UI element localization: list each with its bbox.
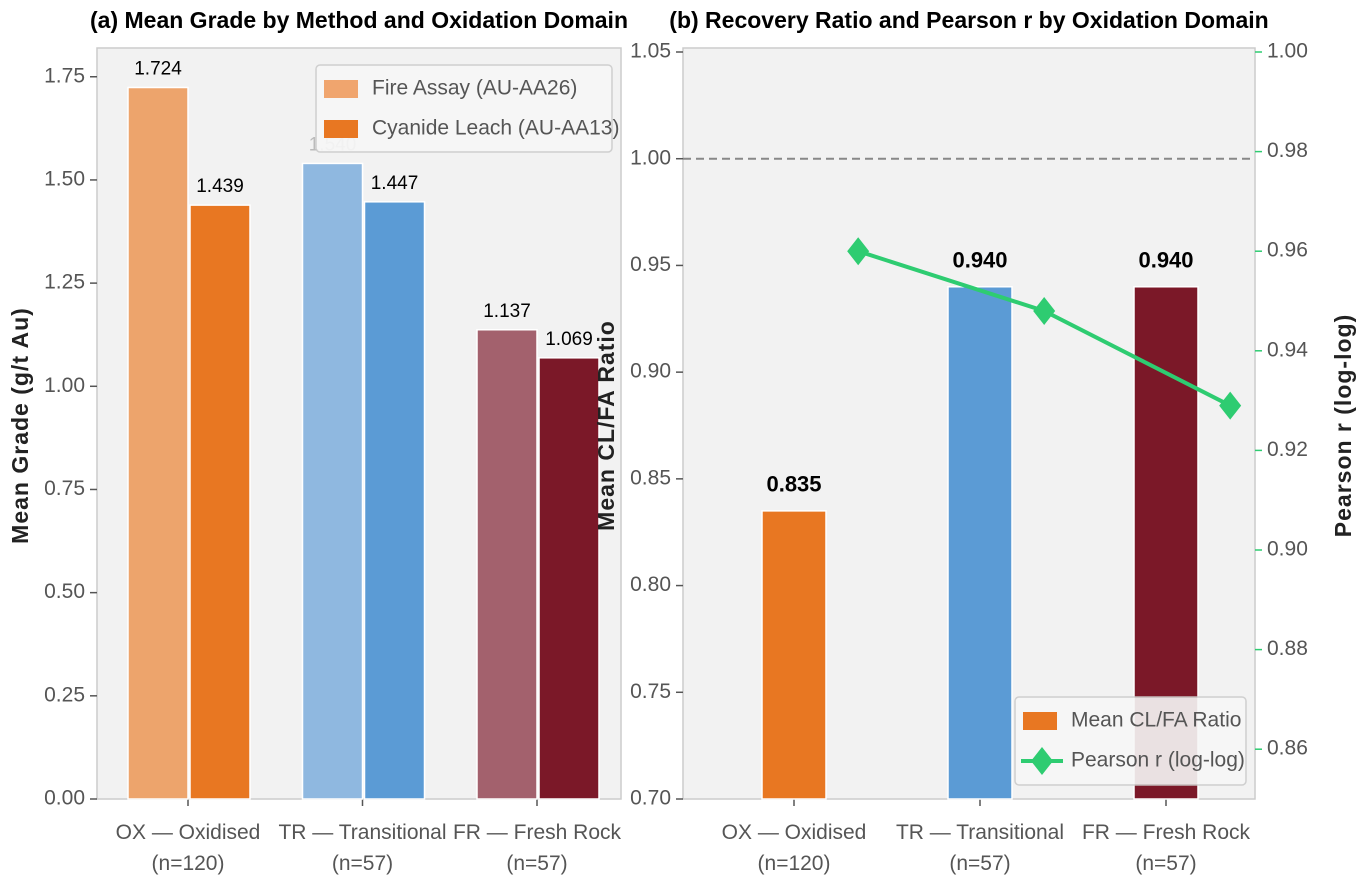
bar <box>127 86 189 800</box>
value-label: 1.724 <box>134 59 182 80</box>
y-tick-label: 0.00 <box>44 787 85 810</box>
y-axis-label: Mean CL/FA Ratio <box>593 320 619 531</box>
legend-label: Pearson r (log-log) <box>1071 749 1245 772</box>
value-label: 1.447 <box>371 173 419 194</box>
y2-tick-label: 0.90 <box>1267 538 1308 561</box>
marker <box>847 237 870 266</box>
chart-title: (b) Recovery Ratio and Pearson r by Oxid… <box>669 7 1268 33</box>
y-tick-label: 0.95 <box>630 253 671 276</box>
bar <box>538 357 600 800</box>
x-tick-label: FR — Fresh Rock (n=57) <box>453 821 622 875</box>
x-tick-label: OX — Oxidised (n=120) <box>722 821 867 875</box>
value-label: 0.940 <box>952 248 1007 273</box>
y2-tick-label: 1.00 <box>1267 40 1308 63</box>
x-tick-label: TR — Transitional (n=57) <box>278 821 446 875</box>
x-tick-label: TR — Transitional (n=57) <box>896 821 1064 875</box>
y2-tick-label: 0.96 <box>1267 239 1308 262</box>
y2-tick-label: 0.88 <box>1267 637 1308 660</box>
marker <box>1219 391 1242 420</box>
y-tick-label: 1.75 <box>44 64 85 87</box>
legend-box <box>315 64 613 153</box>
y2-tick-label: 0.86 <box>1267 737 1308 760</box>
marker <box>1033 296 1056 325</box>
y-tick-label: 1.00 <box>44 374 85 397</box>
y2-axis-label: Pearson r (log-log) <box>1330 314 1356 537</box>
bar <box>363 201 426 800</box>
legend-swatch <box>324 120 358 138</box>
y-tick-label: 1.25 <box>44 271 85 294</box>
y2-tick-label: 0.98 <box>1267 139 1308 162</box>
value-label: 0.835 <box>766 472 821 497</box>
y-tick-label: 1.05 <box>630 40 671 63</box>
y-tick-label: 0.25 <box>44 683 85 706</box>
chart-title: (a) Mean Grade by Method and Oxidation D… <box>90 7 628 33</box>
y-tick-label: 0.75 <box>630 680 671 703</box>
value-label: 1.439 <box>196 176 244 197</box>
legend-swatch <box>1023 712 1057 730</box>
legend-box <box>1014 696 1247 786</box>
y-tick-label: 0.75 <box>44 477 85 500</box>
y2-tick-label: 0.92 <box>1267 438 1308 461</box>
x-tick-label: OX — Oxidised (n=120) <box>116 821 261 875</box>
x-tick-label: FR — Fresh Rock (n=57) <box>1082 821 1251 875</box>
y-tick-label: 0.50 <box>44 580 85 603</box>
legend-label: Fire Assay (AU-AA26) <box>372 77 577 100</box>
value-label: 0.940 <box>1138 248 1193 273</box>
y-tick-label: 0.90 <box>630 360 671 383</box>
bar <box>947 286 1013 800</box>
legend-label: Cyanide Leach (AU-AA13) <box>372 117 619 140</box>
value-label: 1.069 <box>545 329 593 350</box>
bar <box>189 204 251 800</box>
bar <box>301 162 364 800</box>
y-tick-label: 0.80 <box>630 573 671 596</box>
y2-tick-label: 0.94 <box>1267 338 1308 361</box>
y-tick-label: 0.85 <box>630 466 671 489</box>
legend-label: Mean CL/FA Ratio <box>1071 709 1241 732</box>
y-axis-label: Mean Grade (g/t Au) <box>7 307 33 544</box>
value-label: 1.137 <box>483 301 531 322</box>
y-tick-label: 1.00 <box>630 146 671 169</box>
y-tick-label: 1.50 <box>44 167 85 190</box>
bar <box>761 510 827 800</box>
y-tick-label: 0.70 <box>630 787 671 810</box>
bar <box>476 329 538 800</box>
legend-swatch <box>324 80 358 98</box>
legend-marker <box>1031 747 1053 775</box>
